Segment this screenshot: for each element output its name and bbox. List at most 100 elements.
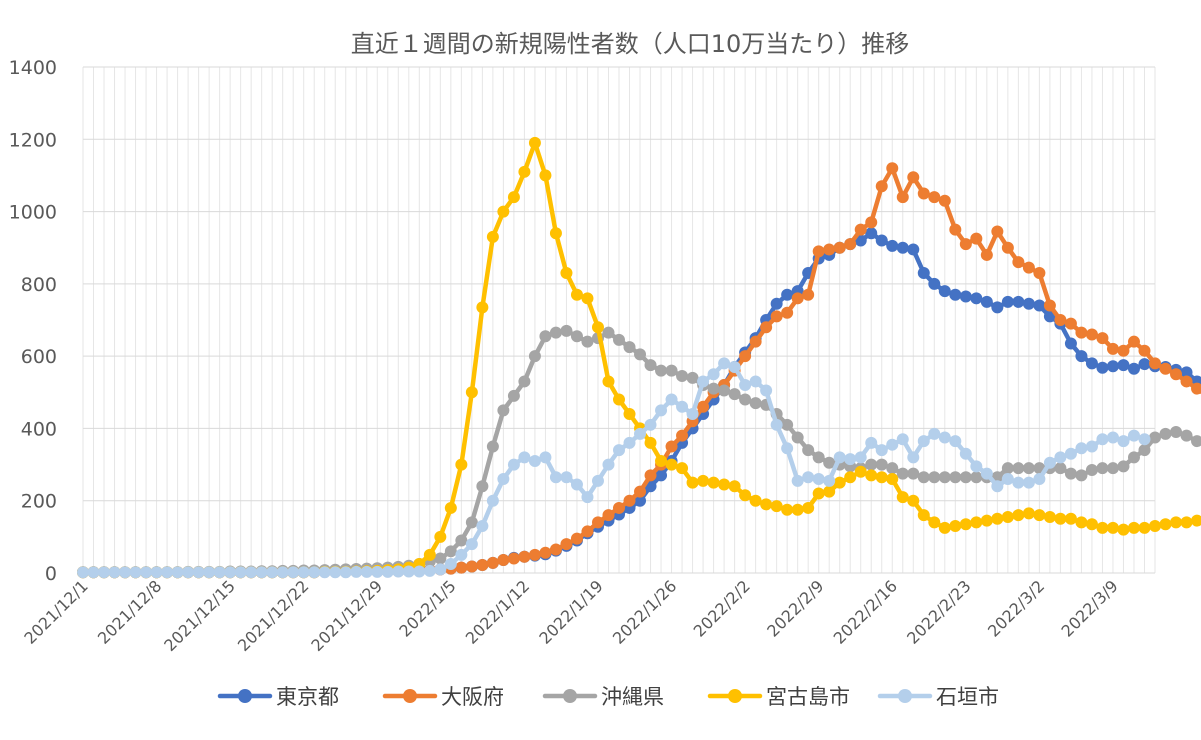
data-point <box>750 376 761 387</box>
y-tick-label: 400 <box>21 418 57 440</box>
legend-item: 宮古島市 <box>710 685 850 709</box>
data-point <box>330 567 341 578</box>
data-point <box>698 475 709 486</box>
data-point <box>487 231 498 242</box>
data-point <box>897 434 908 445</box>
data-point <box>1107 343 1118 354</box>
data-point <box>519 551 530 562</box>
data-point <box>614 445 625 456</box>
data-point <box>887 474 898 485</box>
data-point <box>582 293 593 304</box>
legend-marker <box>898 689 912 703</box>
data-point <box>1192 436 1201 447</box>
data-point <box>897 468 908 479</box>
data-point <box>929 428 940 439</box>
data-point <box>740 490 751 501</box>
data-point <box>519 376 530 387</box>
series-3 <box>78 325 1201 577</box>
data-point <box>519 452 530 463</box>
x-tick-label: 2022/1/19 <box>535 576 606 647</box>
data-point <box>414 566 425 577</box>
data-point <box>1097 434 1108 445</box>
x-tick-label: 2022/3/2 <box>984 576 1048 640</box>
data-point <box>1139 445 1150 456</box>
data-point <box>782 504 793 515</box>
data-point <box>540 170 551 181</box>
data-point <box>1128 336 1139 347</box>
data-point <box>1128 363 1139 374</box>
data-point <box>666 365 677 376</box>
data-point <box>1181 517 1192 528</box>
data-point <box>803 445 814 456</box>
data-point <box>645 419 656 430</box>
data-point <box>1139 345 1150 356</box>
data-point <box>708 383 719 394</box>
data-point <box>1097 463 1108 474</box>
data-point <box>1055 315 1066 326</box>
data-point <box>592 322 603 333</box>
data-point <box>1055 452 1066 463</box>
data-point <box>582 336 593 347</box>
data-point <box>614 394 625 405</box>
data-point <box>1086 519 1097 530</box>
data-point <box>635 486 646 497</box>
data-point <box>992 481 1003 492</box>
data-point <box>635 349 646 360</box>
data-point <box>277 567 288 578</box>
data-point <box>960 291 971 302</box>
data-point <box>824 457 835 468</box>
data-point <box>866 459 877 470</box>
data-point <box>1118 524 1129 535</box>
data-point <box>876 181 887 192</box>
data-point <box>971 461 982 472</box>
data-point <box>666 394 677 405</box>
data-point <box>981 296 992 307</box>
data-point <box>813 488 824 499</box>
data-point <box>225 567 236 578</box>
data-point <box>803 472 814 483</box>
data-point <box>719 358 730 369</box>
data-point <box>571 533 582 544</box>
y-tick-label: 0 <box>45 563 57 585</box>
data-point <box>456 562 467 573</box>
data-point <box>792 432 803 443</box>
data-point <box>719 385 730 396</box>
data-point <box>656 455 667 466</box>
legend-item: 大阪府 <box>385 685 504 709</box>
legend-item: 東京都 <box>220 685 339 709</box>
data-point <box>918 510 929 521</box>
data-point <box>981 249 992 260</box>
data-point <box>529 137 540 148</box>
data-point <box>529 455 540 466</box>
data-point <box>1013 477 1024 488</box>
data-point <box>656 405 667 416</box>
data-point <box>340 567 351 578</box>
data-point <box>498 554 509 565</box>
data-point <box>592 517 603 528</box>
data-point <box>761 385 772 396</box>
data-point <box>445 558 456 569</box>
data-point <box>435 531 446 542</box>
legend-item: 石垣市 <box>880 685 999 709</box>
data-point <box>698 376 709 387</box>
data-point <box>792 293 803 304</box>
data-point <box>1192 383 1201 394</box>
data-point <box>1065 338 1076 349</box>
data-point <box>1181 430 1192 441</box>
x-tick-label: 2022/3/9 <box>1058 576 1122 640</box>
data-point <box>876 459 887 470</box>
data-point <box>466 539 477 550</box>
data-point <box>960 448 971 459</box>
data-point <box>918 472 929 483</box>
legend: 東京都大阪府沖縄県宮古島市石垣市 <box>220 685 999 709</box>
legend-marker <box>403 689 417 703</box>
data-point <box>834 242 845 253</box>
data-point <box>929 472 940 483</box>
data-point <box>550 327 561 338</box>
data-point <box>624 408 635 419</box>
data-point <box>792 504 803 515</box>
data-point <box>960 472 971 483</box>
data-point <box>603 459 614 470</box>
data-point <box>866 228 877 239</box>
